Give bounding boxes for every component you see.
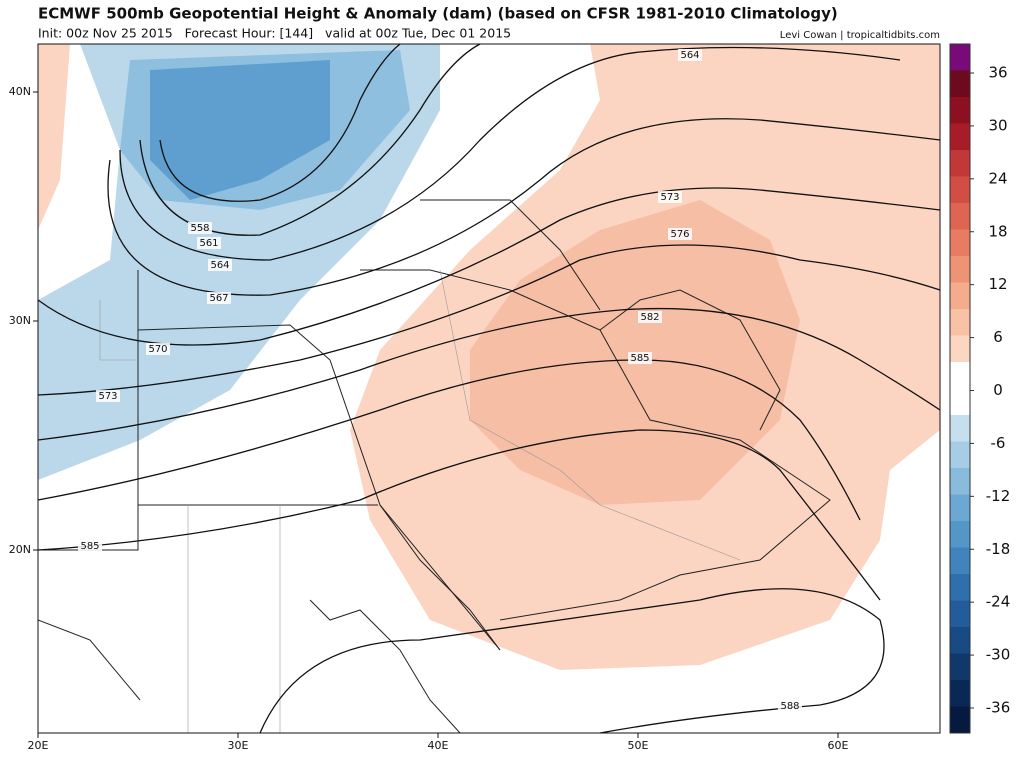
contour-label-bg — [678, 49, 702, 61]
contour-label-bg — [638, 311, 662, 323]
colorbar-label: 30 — [988, 116, 1007, 134]
contour-label: 558 — [190, 223, 209, 234]
colorbar-band — [950, 176, 970, 204]
colorbar-band — [950, 282, 970, 310]
colorbar-band — [950, 468, 970, 495]
colorbar-band — [950, 203, 970, 230]
contour-label: 585 — [630, 353, 649, 364]
colorbar-band — [950, 150, 970, 177]
title: ECMWF 500mb Geopotential Height & Anomal… — [38, 5, 838, 23]
contour-label: 582 — [640, 312, 659, 323]
colorbar-band — [950, 521, 970, 548]
contour-label-bg — [668, 228, 692, 240]
contour-label-bg — [658, 191, 682, 203]
contour-label-bg — [146, 343, 170, 355]
map-frame — [37, 43, 941, 734]
colorbar-band — [950, 600, 970, 628]
colorbar-band — [950, 388, 970, 416]
lon-label: 30E — [228, 739, 249, 752]
colorbar-label: -6 — [991, 434, 1006, 452]
colorbar-band — [950, 415, 970, 442]
colorbar-label: -12 — [986, 487, 1011, 505]
contour-lines — [37, 43, 941, 734]
contour-label: 573 — [660, 192, 679, 203]
contour-label-bg — [628, 352, 652, 364]
lon-label: 20E — [28, 739, 49, 752]
colorbar-band — [950, 123, 970, 151]
colorbar-band — [950, 680, 970, 707]
colorbar-band — [950, 706, 970, 734]
contour-label-bg — [208, 259, 232, 271]
colorbar-band — [950, 574, 970, 601]
contour-label: 561 — [199, 238, 218, 249]
colorbar-label: 18 — [988, 222, 1007, 240]
colorbar-band — [950, 653, 970, 681]
colorbar-label: 24 — [988, 169, 1007, 187]
lat-label: 20N — [9, 543, 31, 556]
contour-label: 585 — [80, 541, 99, 552]
colorbar-band — [950, 494, 970, 522]
contour-label-bg — [96, 390, 120, 402]
contour-label-bg — [188, 222, 212, 234]
colorbar-band — [950, 335, 970, 363]
colorbar-band — [950, 44, 970, 71]
lat-label: 30N — [9, 314, 31, 327]
colorbar-band — [950, 362, 970, 389]
colorbar-band — [950, 97, 970, 124]
lon-label: 50E — [628, 739, 649, 752]
lat-label: 40N — [9, 85, 31, 98]
lon-label: 60E — [828, 739, 849, 752]
lon-label: 40E — [428, 739, 449, 752]
colorbar-frame — [949, 43, 971, 734]
contour-label-bg — [78, 540, 102, 552]
colorbar-band — [950, 256, 970, 283]
contour-label-bg — [778, 700, 802, 712]
colorbar-label: -18 — [986, 540, 1011, 558]
colorbar-label: -30 — [986, 646, 1011, 664]
colorbar-label: 36 — [988, 64, 1007, 82]
colorbar-label: 6 — [993, 328, 1003, 346]
subtitle: Init: 00z Nov 25 2015 Forecast Hour: [14… — [38, 26, 511, 41]
colorbar-band — [950, 441, 970, 469]
colorbar-label: 0 — [993, 381, 1003, 399]
colorbar-band — [950, 309, 970, 336]
colorbar-band — [950, 547, 970, 575]
contour-label-bg — [207, 292, 231, 304]
contour-label: 576 — [670, 229, 689, 240]
contour-label: 588 — [780, 701, 799, 712]
contour-label: 567 — [209, 293, 228, 304]
contour-label: 564 — [680, 50, 699, 61]
colorbar-label: -24 — [986, 593, 1011, 611]
colorbar-band — [950, 627, 970, 654]
contour-label: 573 — [98, 391, 117, 402]
contour-label-bg — [197, 237, 221, 249]
colorbar-label: -36 — [986, 699, 1011, 717]
credit: Levi Cowan | tropicaltidbits.com — [780, 30, 940, 41]
contour-label: 570 — [148, 344, 167, 355]
contour-label: 564 — [210, 260, 229, 271]
colorbar-band — [950, 229, 970, 257]
colorbar-label: 12 — [988, 275, 1007, 293]
colorbar-band — [950, 70, 970, 98]
